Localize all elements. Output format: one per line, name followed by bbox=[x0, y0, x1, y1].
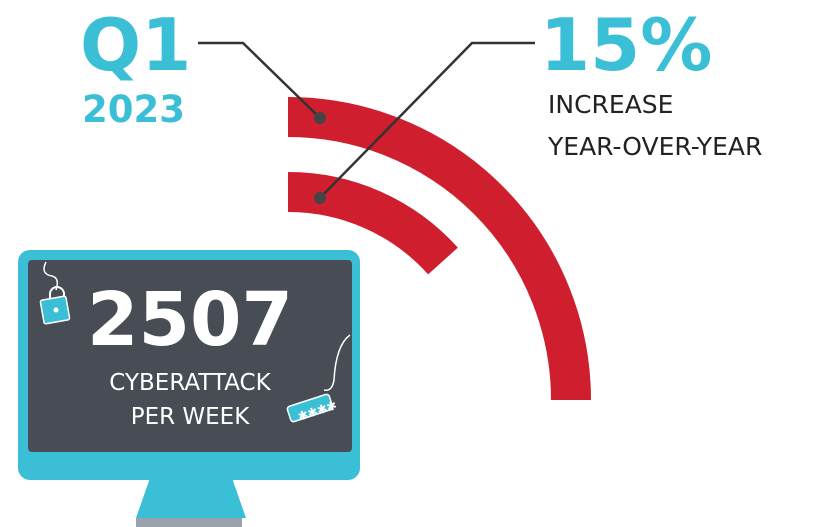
monitor-value: 2507 bbox=[87, 277, 293, 363]
password-icon bbox=[286, 393, 334, 423]
leader-line bbox=[319, 41, 535, 199]
quarter: Q1 bbox=[80, 3, 191, 87]
leader-dot bbox=[314, 192, 326, 204]
monitor-stand bbox=[136, 478, 246, 518]
year: 2023 bbox=[82, 88, 185, 131]
keyhole bbox=[53, 307, 59, 313]
monitor-screen bbox=[28, 260, 352, 452]
leader-dot bbox=[314, 112, 326, 124]
inner-arc bbox=[287, 171, 458, 275]
monitor-base bbox=[136, 518, 242, 527]
growth-value: 15% bbox=[540, 3, 712, 87]
leader-line bbox=[198, 41, 321, 119]
outer-arc bbox=[287, 97, 591, 401]
monitor-label: CYBERATTACK bbox=[109, 370, 271, 396]
hook bbox=[323, 334, 351, 392]
growth-label: YEAR-OVER-YEAR bbox=[547, 132, 762, 161]
monitor-label: PER WEEK bbox=[131, 404, 251, 430]
lock-shackle bbox=[49, 286, 65, 300]
growth-label: INCREASE bbox=[548, 90, 673, 119]
hook bbox=[43, 261, 59, 291]
